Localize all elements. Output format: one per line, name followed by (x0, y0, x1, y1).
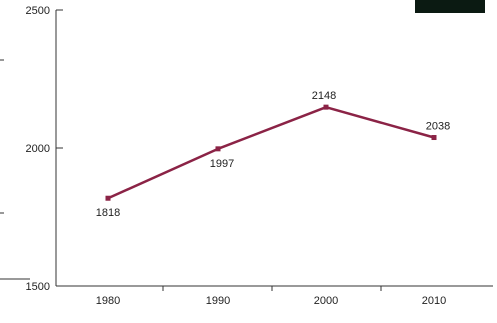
data-label: 2038 (426, 121, 450, 133)
data-point (323, 104, 329, 110)
x-tick-label: 1980 (96, 295, 120, 307)
series-line (107, 105, 435, 200)
y-tick-label: 2000 (26, 143, 50, 155)
data-label: 2148 (312, 90, 336, 102)
data-labels: 1818 1997 2148 2038 (96, 90, 450, 219)
data-point (105, 195, 111, 201)
x-tick-label: 2010 (422, 295, 446, 307)
axes (0, 10, 493, 287)
y-axis-ticks: 1500 2000 2500 (26, 5, 63, 293)
y-tick-label: 1500 (26, 281, 50, 293)
x-tick-label: 1990 (206, 295, 230, 307)
x-tick-label: 2000 (314, 295, 338, 307)
data-label: 1997 (210, 158, 234, 170)
series (105, 104, 437, 201)
data-label: 1818 (96, 207, 120, 219)
y-tick-label: 2500 (26, 5, 50, 17)
x-axis-ticks: 1980 1990 2000 2010 (96, 286, 446, 307)
data-point (215, 146, 221, 152)
data-point (431, 135, 437, 141)
corner-logo (415, 0, 485, 13)
